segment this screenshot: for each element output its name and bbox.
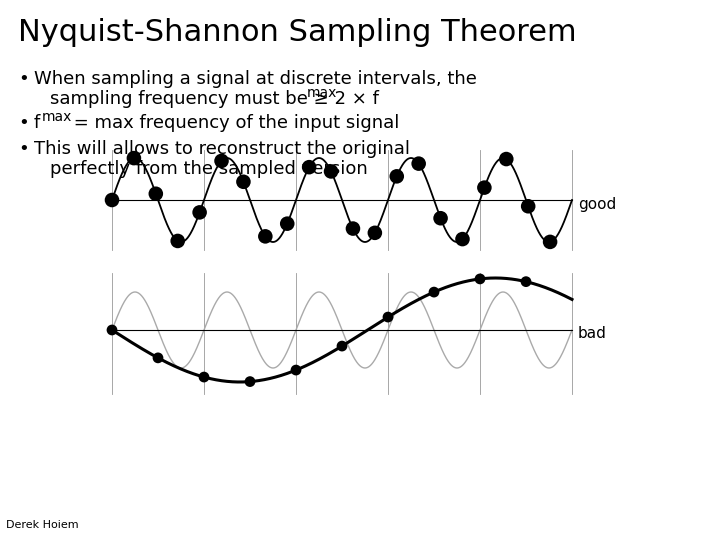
Point — [282, 219, 293, 228]
Point — [290, 366, 302, 374]
Point — [336, 342, 348, 350]
Text: This will allows to reconstruct the original: This will allows to reconstruct the orig… — [34, 140, 410, 158]
Point — [347, 224, 359, 233]
Point — [544, 238, 556, 246]
Text: Derek Hoiem: Derek Hoiem — [6, 520, 78, 530]
Point — [521, 278, 532, 286]
Text: = max frequency of the input signal: = max frequency of the input signal — [68, 114, 400, 132]
Point — [435, 214, 446, 222]
Text: When sampling a signal at discrete intervals, the: When sampling a signal at discrete inter… — [34, 70, 477, 88]
Point — [474, 275, 486, 284]
Point — [325, 167, 337, 176]
Point — [523, 202, 534, 211]
Text: max: max — [307, 86, 338, 100]
Text: •: • — [18, 140, 29, 158]
Point — [369, 228, 381, 237]
Text: perfectly from the sampled version: perfectly from the sampled version — [50, 160, 368, 178]
Point — [198, 373, 210, 381]
Point — [500, 155, 512, 164]
Text: max: max — [42, 110, 73, 124]
Point — [260, 232, 271, 241]
Text: •: • — [18, 114, 29, 132]
Point — [150, 190, 161, 198]
Point — [172, 237, 184, 245]
Text: sampling frequency must be ≥ 2 × f: sampling frequency must be ≥ 2 × f — [50, 90, 379, 108]
Point — [244, 377, 256, 386]
Point — [216, 157, 228, 165]
Point — [456, 235, 468, 244]
Point — [428, 288, 440, 296]
Point — [238, 178, 249, 186]
Point — [303, 163, 315, 172]
Point — [107, 326, 118, 334]
Text: Nyquist-Shannon Sampling Theorem: Nyquist-Shannon Sampling Theorem — [18, 18, 577, 47]
Point — [479, 183, 490, 192]
Point — [391, 172, 402, 181]
Text: good: good — [578, 197, 616, 212]
Text: •: • — [18, 70, 29, 88]
Point — [107, 195, 118, 204]
Text: f: f — [34, 114, 40, 132]
Point — [382, 313, 394, 321]
Point — [128, 154, 140, 163]
Point — [152, 354, 163, 362]
Point — [194, 208, 205, 217]
Point — [413, 159, 424, 168]
Text: bad: bad — [578, 327, 607, 341]
